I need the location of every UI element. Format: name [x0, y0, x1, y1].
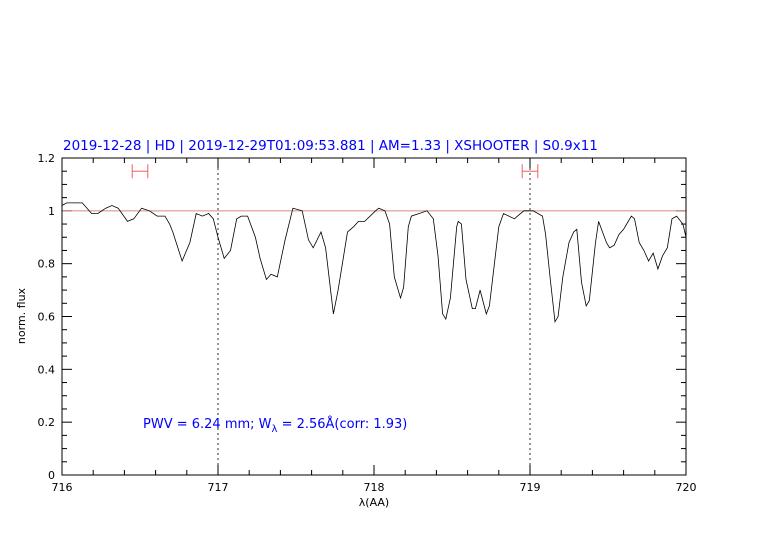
flux-line: [61, 202, 687, 324]
y-tick-label: 0.4: [38, 363, 56, 376]
error-bar-markers: [131, 164, 539, 179]
x-tick-label: 717: [208, 481, 229, 494]
tick-labels: 716 717 718 719 720 0 0.2 0.4 0.6 0.8 1 1.2: [38, 152, 697, 494]
y-tick-label: 0.6: [38, 311, 56, 324]
annotation-subscript: λ: [272, 424, 278, 435]
plot-frame: [61, 157, 687, 476]
y-axis-label: norm. flux: [15, 287, 28, 344]
x-tick-label: 718: [364, 481, 385, 494]
y-tick-label: 1: [48, 205, 55, 218]
annotation-suffix: = 2.56Å(corr: 1.93): [277, 416, 407, 432]
x-tick-label: 716: [52, 481, 73, 494]
y-tick-label: 0.8: [38, 258, 56, 271]
y-tick-label: 0: [48, 469, 55, 482]
y-tick-label: 1.2: [38, 152, 56, 165]
chart-title: 2019-12-28 | HD | 2019-12-29T01:09:53.88…: [63, 138, 598, 154]
annotation-prefix: PWV = 6.24 mm; W: [143, 417, 272, 432]
y-tick-label: 0.2: [38, 416, 56, 429]
error-bar-marker: [521, 164, 539, 179]
x-axis-label: λ(AA): [359, 496, 389, 509]
error-bar-marker: [131, 164, 149, 179]
x-tick-label: 719: [520, 481, 541, 494]
pwv-annotation: PWV = 6.24 mm; Wλ = 2.56Å(corr: 1.93): [143, 416, 407, 435]
x-tick-label: 720: [676, 481, 697, 494]
